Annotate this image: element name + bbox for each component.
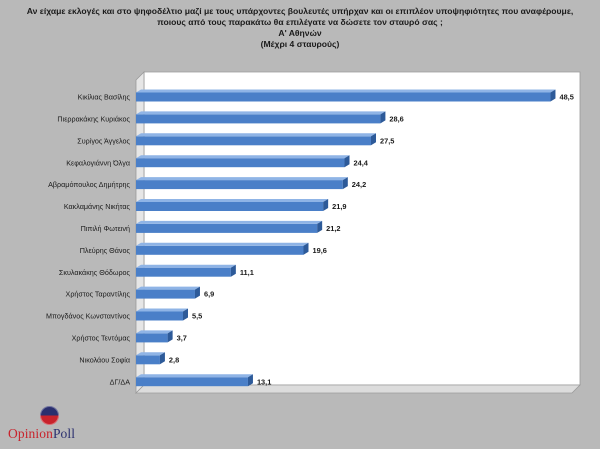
- value-label-11: 3,7: [177, 334, 187, 343]
- category-label-12: Νικολάου Σοφία: [79, 355, 130, 364]
- value-labels: 48,5 28,6 27,5 24,4 24,2 21,9 21,2 19,6 11,1 6,9 5…: [169, 93, 574, 387]
- chart-floor: [135, 384, 581, 394]
- value-label-8: 11,1: [240, 268, 254, 277]
- category-label-0: Κικίλιας Βασίλης: [78, 93, 131, 102]
- opinionpoll-logo: OpinionPoll: [8, 404, 118, 444]
- logo-text-opinion: Opinion: [8, 426, 53, 441]
- bar-12: [136, 355, 160, 365]
- value-label-10: 5,5: [192, 312, 202, 321]
- title-line-3: Α' Αθηνών: [278, 28, 322, 38]
- logo-text: OpinionPoll: [8, 426, 118, 442]
- title-line-4: (Μέχρι 4 σταυρούς): [260, 39, 340, 49]
- bar-top-4: [136, 177, 348, 181]
- bar-side-6: [317, 220, 323, 233]
- bar-10: [136, 311, 184, 321]
- category-label-5: Κακλαμάνης Νικήτας: [64, 202, 131, 211]
- bar-top-13: [136, 374, 253, 378]
- bar-top-12: [136, 352, 165, 356]
- category-label-9: Χρήστος Ταραντίλης: [66, 290, 131, 299]
- category-label-7: Πλεύρης Θάνος: [80, 246, 131, 255]
- bar-4: [136, 180, 343, 190]
- bar-top-10: [136, 308, 189, 312]
- bar-side-1: [380, 111, 386, 124]
- value-label-12: 2,8: [169, 355, 179, 364]
- title-line-1: Αν είχαμε εκλογές και στο ψηφοδέλτιο μαζ…: [26, 6, 574, 16]
- category-label-13: ΔΓ/ΔΑ: [110, 377, 131, 386]
- bar-side-7: [303, 242, 309, 255]
- bar-side-12: [159, 352, 165, 365]
- value-label-4: 24,2: [352, 180, 366, 189]
- chart-title: Αν είχαμε εκλογές και στο ψηφοδέλτιο μαζ…: [0, 6, 600, 50]
- bar-6: [136, 223, 318, 233]
- bar-2: [136, 136, 372, 146]
- value-label-1: 28,6: [389, 115, 403, 124]
- bar-side-2: [371, 133, 377, 146]
- bar-side-3: [344, 155, 350, 168]
- value-label-0: 48,5: [559, 93, 573, 102]
- bar-top-0: [136, 89, 556, 93]
- title-line-2: ποιους από τους παρακάτω θα επιλέγατε να…: [157, 17, 443, 27]
- bar-top-5: [136, 199, 329, 202]
- bar-8: [136, 267, 231, 277]
- bar-0: [136, 92, 551, 102]
- bar-top-8: [136, 264, 236, 268]
- bar-9: [136, 289, 195, 299]
- value-label-6: 21,2: [326, 224, 340, 233]
- category-label-11: Χρήστος Τεντόμας: [72, 334, 131, 343]
- bar-side-11: [167, 330, 173, 343]
- bar-top-6: [136, 220, 323, 224]
- bar-side-10: [183, 308, 189, 321]
- bar-11: [136, 333, 168, 343]
- category-label-6: Πιπιλή Φωτεινή: [81, 224, 130, 233]
- bar-side-0: [550, 89, 556, 102]
- category-label-4: Αβραμόπουλος Δημήτρης: [48, 180, 130, 189]
- bar-top-3: [136, 155, 350, 159]
- value-label-3: 24,4: [354, 158, 369, 167]
- value-label-7: 19,6: [312, 246, 326, 255]
- category-label-8: Σκυλακάκης Θόδωρος: [59, 268, 131, 277]
- value-label-13: 13,1: [257, 377, 271, 386]
- value-label-9: 6,9: [204, 290, 214, 299]
- category-label-3: Κεφαλογιάννη Όλγα: [66, 158, 130, 167]
- value-label-2: 27,5: [380, 136, 394, 145]
- bar-top-2: [136, 133, 377, 137]
- value-label-5: 21,9: [332, 202, 346, 211]
- bar-top-1: [136, 111, 386, 115]
- bar-side-4: [342, 177, 348, 190]
- bar-3: [136, 158, 345, 168]
- bar-1: [136, 114, 381, 124]
- bar-13: [136, 377, 248, 387]
- category-label-10: Μπογδάνος Κωνσταντίνος: [46, 312, 131, 321]
- category-label-1: Πιερρακάκης Κυριάκος: [57, 115, 130, 124]
- bar-side-13: [247, 374, 253, 387]
- category-label-2: Συρίγος Άγγελος: [77, 136, 130, 145]
- bar-side-5: [323, 199, 329, 211]
- bar-top-7: [136, 242, 309, 246]
- category-labels: Κικίλιας Βασίλης Πιερρακάκης Κυριάκος Συρί…: [46, 93, 131, 387]
- logo-text-poll: Poll: [52, 426, 76, 441]
- opinionpoll-circle-logo-icon: [40, 406, 59, 425]
- bar-7: [136, 245, 304, 255]
- bars-group: [136, 89, 556, 387]
- bar-5: [136, 202, 324, 211]
- bar-side-9: [194, 286, 200, 299]
- bar-top-9: [136, 286, 200, 290]
- bar-side-8: [230, 264, 236, 277]
- bar-top-11: [136, 330, 173, 334]
